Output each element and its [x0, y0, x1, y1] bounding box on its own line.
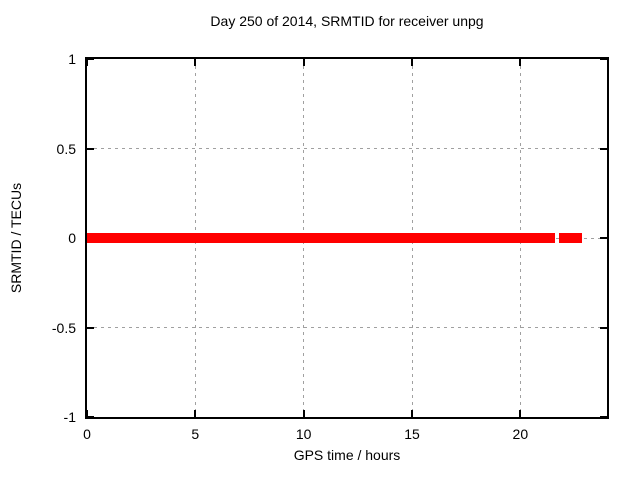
data-series-segment	[558, 233, 583, 243]
y-tick-left--0.5	[87, 326, 94, 329]
gridline-y-0.5	[87, 148, 607, 149]
x-tick-top-20	[519, 59, 522, 66]
y-tick-left-1	[87, 58, 94, 60]
y-tick-right-0	[600, 237, 607, 239]
y-tick-left--1	[87, 416, 94, 418]
y-tick-right--0.5	[600, 326, 607, 329]
x-axis-label: GPS time / hours	[293, 447, 401, 463]
chart-title: Day 250 of 2014, SRMTID for receiver unp…	[210, 13, 484, 29]
x-tick-label-15: 15	[404, 426, 420, 442]
x-tick-bottom-10	[302, 410, 305, 417]
x-tick-bottom-20	[519, 410, 522, 417]
y-tick-right--1	[600, 416, 607, 418]
y-tick-label-1: 1	[68, 51, 76, 67]
x-tick-label-0: 0	[83, 426, 91, 442]
x-tick-bottom-5	[194, 410, 197, 417]
y-tick-right-0.5	[600, 147, 607, 150]
y-tick-right-1	[600, 58, 607, 60]
data-series-segment	[87, 233, 556, 243]
x-tick-label-20: 20	[512, 426, 529, 442]
x-tick-label-5: 5	[191, 426, 200, 442]
gridline-y--0.5	[87, 327, 607, 328]
x-tick-bottom-0	[86, 410, 88, 417]
y-tick-label--0.5: -0.5	[51, 319, 76, 336]
y-tick-left-0.5	[87, 147, 94, 150]
plot-area	[85, 57, 609, 419]
y-tick-label-0.5: 0.5	[56, 140, 76, 157]
x-tick-top-10	[302, 59, 305, 66]
x-tick-bottom-15	[411, 410, 413, 417]
x-tick-top-5	[194, 59, 197, 66]
x-tick-label-10: 10	[295, 426, 312, 442]
x-tick-top-15	[411, 59, 413, 66]
y-tick-label--1: -1	[63, 409, 76, 425]
y-tick-label-0: 0	[68, 230, 76, 246]
x-tick-top-0	[86, 59, 88, 66]
